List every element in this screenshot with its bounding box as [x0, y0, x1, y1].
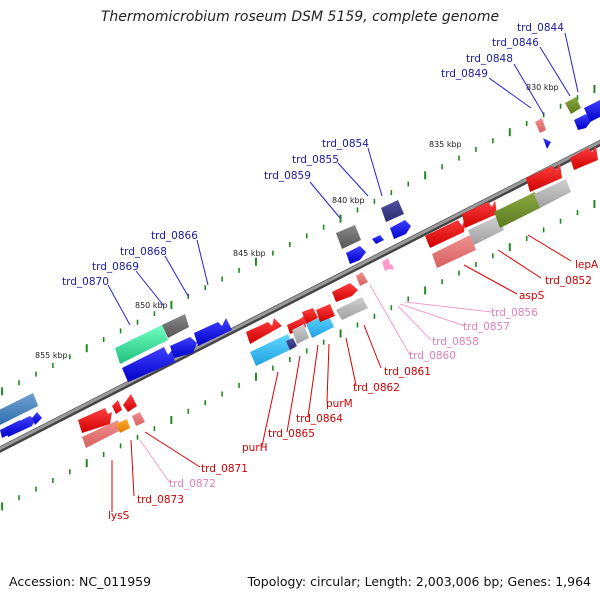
gene-upper-left-block[interactable] — [0, 393, 38, 425]
scale-label-830: 830 kbp — [526, 83, 559, 92]
gene-upper-left-arrow2[interactable] — [5, 416, 35, 437]
gene-trd0866[interactable] — [194, 318, 232, 346]
gene-trd0871[interactable] — [132, 412, 145, 426]
gene-trd0865[interactable] — [287, 316, 306, 334]
gene-aspS-light[interactable] — [432, 235, 476, 268]
gene-trd0855[interactable] — [372, 235, 384, 244]
genome-backbone-highlight — [0, 140, 600, 451]
gene-trd0854[interactable] — [381, 200, 404, 222]
gene-trd0869[interactable] — [162, 314, 189, 338]
label-trd_0862[interactable]: trd_0862 — [353, 382, 400, 394]
label-trd_0870[interactable]: trd_0870 — [62, 276, 109, 288]
label-trd_0859[interactable]: trd_0859 — [264, 170, 311, 182]
label-trd_0852[interactable]: trd_0852 — [545, 275, 592, 287]
gene-lepA[interactable] — [526, 164, 562, 192]
labels-upper: trd_0844 trd_0846 trd_0848 trd_0849 trd_… — [62, 22, 564, 288]
label-purM[interactable]: purM — [326, 398, 353, 410]
gene-lysS-light[interactable] — [82, 420, 121, 448]
scale-label-845: 845 kbp — [233, 249, 266, 258]
gene-trd0852[interactable] — [462, 200, 497, 228]
scale-label-840: 840 kbp — [332, 196, 365, 205]
label-purH[interactable]: purH — [242, 442, 268, 454]
gene-lysS[interactable] — [78, 408, 112, 433]
gene-lepA-olive[interactable] — [494, 192, 542, 228]
gene-trd0865-b[interactable] — [286, 338, 297, 350]
gene-trd0870-arrow[interactable] — [122, 347, 175, 382]
gene-trd0858[interactable] — [382, 258, 391, 271]
leader-lines-lower-red — [111, 234, 572, 512]
gene-trd0852-grey[interactable] — [468, 216, 504, 245]
leader-lines-lower-pink — [139, 284, 493, 484]
label-trd_0849[interactable]: trd_0849 — [441, 68, 488, 80]
label-trd_0846[interactable]: trd_0846 — [492, 37, 539, 49]
gene-trd0873[interactable] — [116, 419, 130, 433]
gene-trd0871-b[interactable] — [112, 400, 122, 414]
gene-trd0870[interactable] — [115, 325, 168, 364]
gene-trd0844[interactable] — [574, 114, 592, 130]
label-trd_0873[interactable]: trd_0873 — [137, 494, 184, 506]
label-trd_0872[interactable]: trd_0872 — [169, 478, 216, 490]
labels-lower-red: lepA trd_0852 aspS trd_0861 trd_0862 pur… — [108, 259, 599, 522]
label-trd_0868[interactable]: trd_0868 — [120, 246, 167, 258]
gene-trd0864[interactable] — [292, 324, 309, 344]
map-title: Thermomicrobium roseum DSM 5159, complet… — [100, 9, 500, 25]
label-lysS[interactable]: lysS — [108, 510, 130, 522]
label-trd_0869[interactable]: trd_0869 — [92, 261, 139, 273]
label-trd_0861[interactable]: trd_0861 — [384, 366, 431, 378]
gene-trd0849[interactable] — [535, 118, 546, 133]
gene-purH-cyan[interactable] — [250, 334, 294, 366]
gene-trd0857[interactable] — [385, 264, 394, 270]
label-aspS[interactable]: aspS — [519, 290, 545, 302]
scale-label-850: 850 kbp — [135, 301, 168, 310]
gene-trd0844-b[interactable] — [584, 100, 600, 122]
scale-label-855: 855 kbp — [35, 351, 68, 360]
label-trd_0848[interactable]: trd_0848 — [466, 53, 513, 65]
gene-purH[interactable] — [246, 318, 282, 344]
label-trd_0856[interactable]: trd_0856 — [491, 307, 538, 319]
label-trd_0860[interactable]: trd_0860 — [409, 350, 456, 362]
gene-trd0846[interactable] — [565, 97, 581, 114]
gene-aspS[interactable] — [425, 216, 466, 248]
gene-trd0862[interactable] — [316, 304, 335, 322]
lower-features — [78, 146, 598, 448]
label-trd_0865[interactable]: trd_0865 — [268, 428, 315, 440]
label-trd_0858[interactable]: trd_0858 — [432, 336, 479, 348]
label-trd_0844[interactable]: trd_0844 — [517, 22, 564, 34]
accession-text: Accession: NC_011959 — [9, 574, 152, 589]
label-trd_0866[interactable]: trd_0866 — [151, 230, 198, 242]
label-trd_0854[interactable]: trd_0854 — [322, 138, 369, 150]
gene-purM-cyan[interactable] — [306, 314, 334, 338]
gene-trd0848[interactable] — [543, 138, 551, 149]
upper-features — [0, 97, 600, 438]
gene-trd0861[interactable] — [332, 283, 358, 302]
gene-purM[interactable] — [302, 308, 318, 324]
gene-right-red[interactable] — [570, 146, 598, 170]
genome-stats: Topology: circular; Length: 2,003,006 bp… — [247, 574, 591, 589]
gene-trd0854-arrow[interactable] — [390, 220, 411, 239]
gene-trd0860[interactable] — [356, 272, 368, 286]
gene-trd0861-grey[interactable] — [336, 297, 368, 320]
gene-lepA-grey[interactable] — [534, 179, 571, 208]
scale-ticks — [1, 84, 596, 511]
gene-trd0859[interactable] — [336, 225, 361, 249]
leader-lines-upper — [107, 32, 579, 326]
gene-trd0872[interactable] — [123, 394, 137, 412]
label-lepA[interactable]: lepA — [575, 259, 599, 271]
label-trd_0855[interactable]: trd_0855 — [292, 154, 339, 166]
gene-trd0868[interactable] — [170, 337, 197, 358]
scale-label-835: 835 kbp — [429, 140, 462, 149]
labels-lower-pink: trd_0856 trd_0857 trd_0858 trd_0860 trd_… — [169, 307, 538, 490]
label-trd_0871[interactable]: trd_0871 — [201, 463, 248, 475]
gene-upper-left-arrow3[interactable] — [32, 412, 42, 425]
label-trd_0864[interactable]: trd_0864 — [296, 413, 343, 425]
gene-trd0859-arrow[interactable] — [346, 246, 366, 264]
label-trd_0857[interactable]: trd_0857 — [463, 321, 510, 333]
